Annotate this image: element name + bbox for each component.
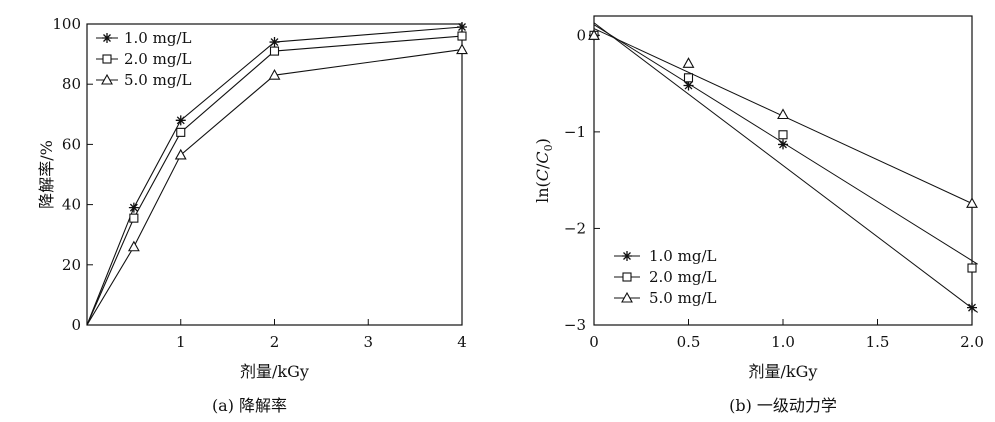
- data-point: [269, 46, 280, 56]
- data-point: [128, 202, 139, 213]
- legend-label: 5.0 mg/L: [649, 289, 717, 307]
- caption: (a) 降解率: [212, 396, 287, 415]
- y-tick-label: 60: [62, 135, 81, 153]
- y-tick-label: −1: [564, 123, 586, 141]
- fit-line: [593, 22, 978, 313]
- legend-label: 5.0 mg/L: [124, 71, 192, 89]
- data-point: [268, 69, 281, 80]
- legend-label: 2.0 mg/L: [124, 50, 192, 68]
- y-tick-label: −2: [564, 219, 586, 237]
- legend-label: 1.0 mg/L: [649, 247, 717, 265]
- x-tick-label: 2.0: [960, 333, 984, 351]
- x-tick-label: 2: [270, 333, 280, 351]
- data-point: [457, 22, 467, 33]
- data-point: [683, 73, 694, 83]
- data-point: [588, 29, 600, 40]
- x-axis-label: 剂量/kGy: [749, 362, 818, 381]
- x-tick-label: 0: [589, 333, 599, 351]
- x-tick-label: 1: [176, 333, 186, 351]
- legend-marker: [102, 54, 112, 64]
- legend-label: 1.0 mg/L: [124, 29, 192, 47]
- y-tick-label: 40: [62, 196, 81, 214]
- data-point: [683, 80, 694, 91]
- data-point: [966, 197, 978, 208]
- x-axis-label: 剂量/kGy: [240, 362, 309, 381]
- y-axis-label: ln(C/C0): [533, 138, 555, 203]
- data-point: [129, 213, 139, 223]
- x-tick-label: 1.5: [866, 333, 890, 351]
- legend-marker: [102, 33, 112, 43]
- chart-a: 0 20 40 60 80 100 1 2 3 4 剂量/kGy 降解率/% (a) 降解率 1.0 mg…: [37, 15, 468, 415]
- x-tick-label: 3: [363, 333, 373, 351]
- y-tick-label: 20: [62, 256, 81, 274]
- legend-marker: [622, 272, 632, 282]
- y-tick-label: 80: [62, 75, 81, 93]
- x-tick-label: 0.5: [677, 333, 701, 351]
- data-point: [682, 57, 695, 68]
- caption: (b) 一级动力学: [729, 396, 837, 415]
- y-tick-label: 0: [71, 316, 81, 334]
- data-point: [457, 31, 467, 41]
- data-point: [174, 148, 187, 160]
- data-point: [967, 263, 977, 273]
- data-point: [456, 43, 468, 55]
- data-point: [175, 115, 186, 126]
- y-axis-label: 降解率/%: [37, 140, 56, 209]
- data-point: [778, 139, 788, 150]
- y-tick-label: 0: [576, 26, 586, 44]
- x-tick-label: 1.0: [771, 333, 795, 351]
- y-tick-label: −3: [564, 316, 586, 334]
- legend-marker: [621, 291, 633, 303]
- data-point: [176, 127, 186, 137]
- legend-marker: [622, 251, 632, 261]
- data-point: [127, 240, 140, 252]
- x-tick-label: 4: [457, 333, 467, 351]
- y-tick-label: 100: [52, 15, 81, 33]
- series-line: [86, 49, 463, 326]
- legend-label: 2.0 mg/L: [649, 268, 717, 286]
- data-point: [778, 130, 788, 140]
- legend-marker: [101, 73, 113, 85]
- data-point: [777, 108, 789, 120]
- data-point: [967, 302, 977, 313]
- data-point: [269, 37, 280, 48]
